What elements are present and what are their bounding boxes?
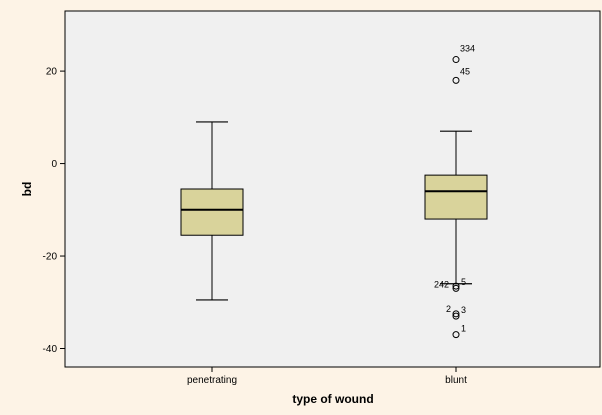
y-tick-label: 20	[46, 67, 58, 78]
y-tick-label: 0	[51, 159, 57, 170]
outlier-point	[452, 282, 460, 290]
iqr-box	[424, 174, 488, 220]
box-penetrating	[180, 121, 244, 301]
y-tick-label: -20	[43, 252, 58, 263]
outlier-point	[452, 331, 460, 339]
iqr-box	[180, 188, 244, 236]
x-tick-label: blunt	[445, 375, 467, 386]
x-axis-title: type of wound	[292, 392, 373, 406]
outlier-label: 334	[460, 44, 475, 54]
outlier-label: 2	[446, 304, 451, 314]
outlier-point	[452, 312, 460, 320]
outlier-point	[452, 76, 460, 84]
x-axis: penetrating blunt	[187, 367, 467, 386]
outlier-point	[452, 56, 460, 64]
x-tick-label: penetrating	[187, 375, 237, 386]
y-tick-label: -40	[43, 344, 58, 355]
plot-area	[64, 10, 601, 368]
outlier-point	[452, 310, 460, 318]
outlier-point	[452, 284, 460, 292]
boxes-group: 334 45 242 5 2 3 1	[180, 44, 488, 339]
y-axis: 20 0 -20 -40	[43, 67, 65, 355]
box-blunt: 334 45 242 5 2 3 1	[424, 44, 488, 339]
outlier-label: 1	[461, 324, 466, 334]
y-axis-title: bd	[20, 182, 34, 197]
outlier-label: 45	[460, 66, 470, 76]
outlier-label: 5	[461, 277, 466, 287]
outlier-label: 242	[434, 279, 449, 289]
outlier-label: 3	[461, 305, 466, 315]
